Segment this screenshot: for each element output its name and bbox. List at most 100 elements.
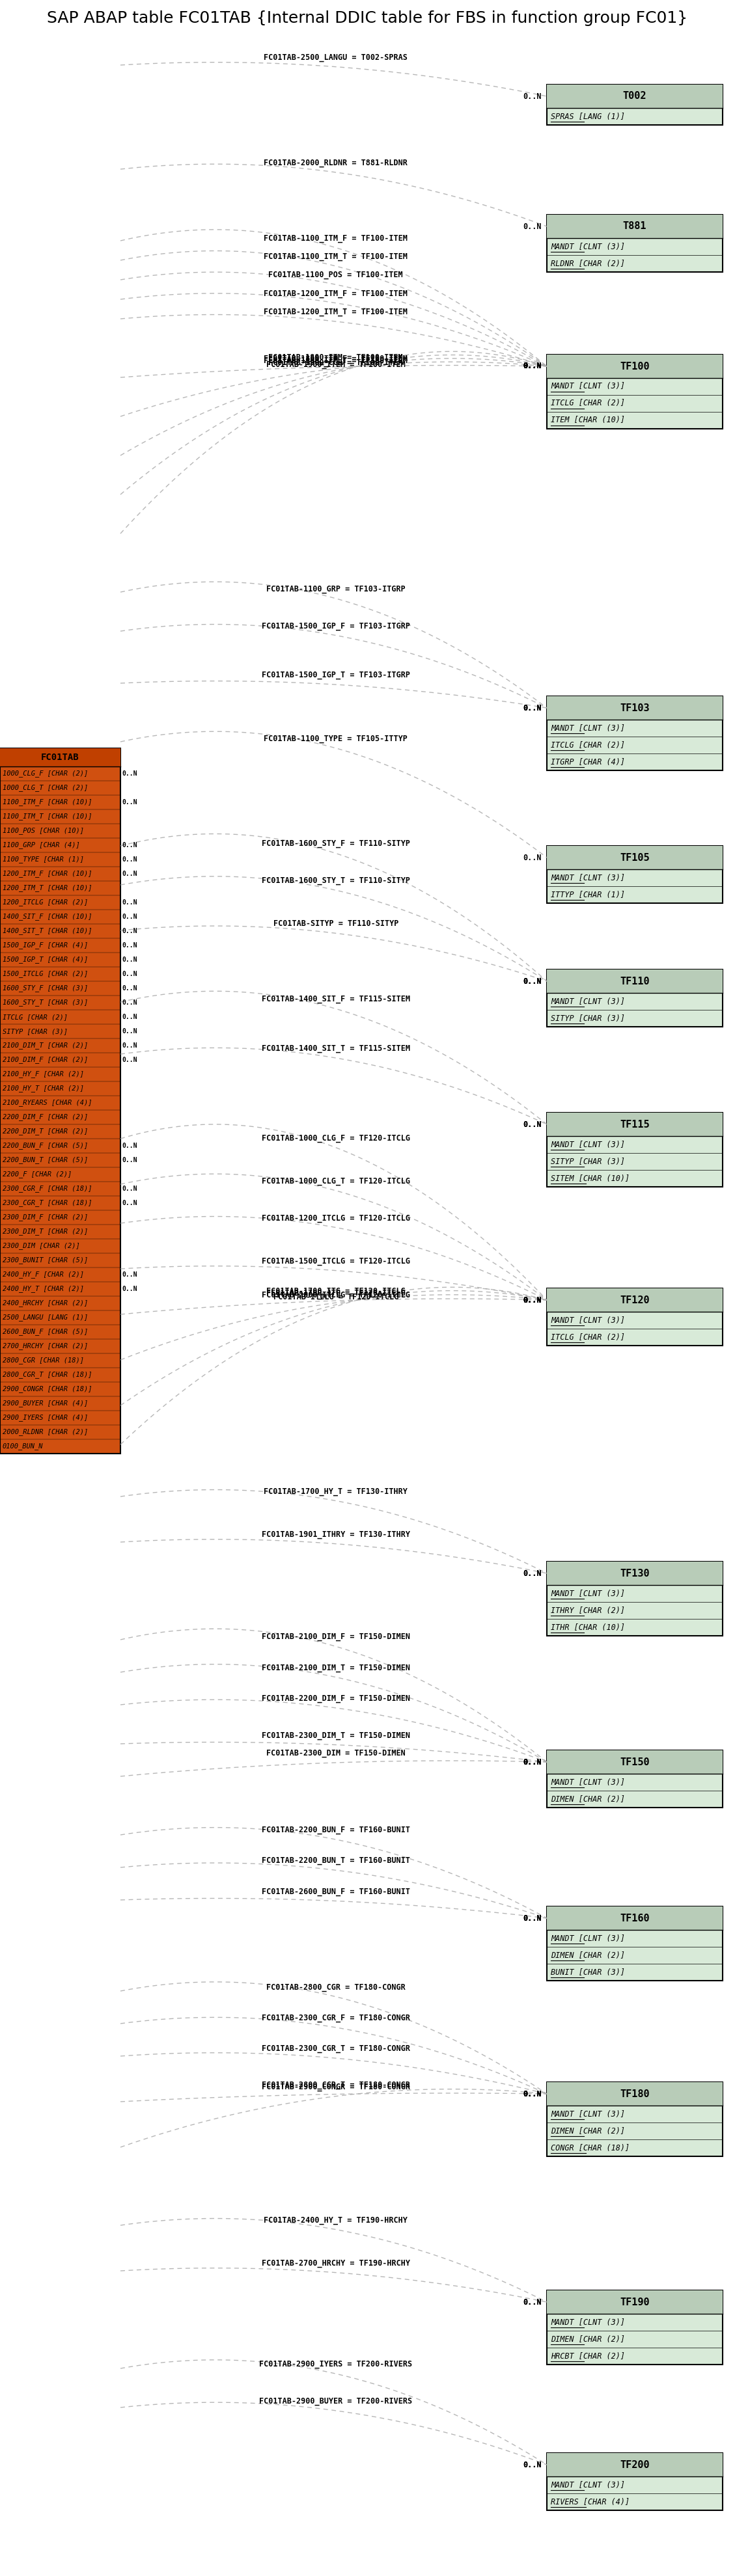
Text: 0..N: 0..N bbox=[122, 1043, 137, 1048]
Text: 0..N: 0..N bbox=[122, 1185, 137, 1193]
Text: FC01TAB-1000_CLG_F = TF120-ITCLG: FC01TAB-1000_CLG_F = TF120-ITCLG bbox=[262, 1133, 410, 1141]
Text: MANDT [CLNT (3)]: MANDT [CLNT (3)] bbox=[551, 381, 625, 392]
Text: 0100_BUN_N: 0100_BUN_N bbox=[3, 1443, 43, 1450]
Text: 0..N: 0..N bbox=[523, 1569, 542, 1577]
Text: SITYP [CHAR (3)]: SITYP [CHAR (3)] bbox=[551, 1157, 625, 1167]
Text: ITCLG [CHAR (2)]: ITCLG [CHAR (2)] bbox=[3, 1015, 68, 1020]
Text: 0..N: 0..N bbox=[523, 363, 542, 371]
Text: FC01TAB-2100_DIM_F = TF150-DIMEN: FC01TAB-2100_DIM_F = TF150-DIMEN bbox=[262, 1633, 410, 1641]
Text: 0..N: 0..N bbox=[523, 363, 542, 371]
Text: 0..N: 0..N bbox=[523, 2298, 542, 2306]
Bar bbox=[547, 696, 723, 770]
Text: 0..N: 0..N bbox=[523, 2089, 542, 2097]
Text: FC01TAB-1700_ITG = TF120-ITCLG: FC01TAB-1700_ITG = TF120-ITCLG bbox=[266, 1288, 406, 1296]
Text: 0..N: 0..N bbox=[122, 799, 137, 806]
Text: FC01TAB-1400_SIT_F = TF115-SITEM: FC01TAB-1400_SIT_F = TF115-SITEM bbox=[262, 994, 410, 1005]
Text: 2100_HY_T [CHAR (2)]: 2100_HY_T [CHAR (2)] bbox=[3, 1084, 84, 1092]
Text: 0..N: 0..N bbox=[523, 1296, 542, 1303]
Text: 1500_IGP_T [CHAR (4)]: 1500_IGP_T [CHAR (4)] bbox=[3, 956, 88, 963]
Text: ITHR [CHAR (10)]: ITHR [CHAR (10)] bbox=[551, 1623, 625, 1631]
Text: FC01TAB-1800_ITM_T = TF100-ITEM: FC01TAB-1800_ITM_T = TF100-ITEM bbox=[264, 355, 408, 366]
Text: 0..N: 0..N bbox=[122, 1157, 137, 1164]
Text: 2400_HY_T [CHAR (2)]: 2400_HY_T [CHAR (2)] bbox=[3, 1285, 84, 1293]
Text: 0..N: 0..N bbox=[523, 222, 542, 232]
Text: 0..N: 0..N bbox=[523, 2460, 542, 2468]
Text: 0..N: 0..N bbox=[523, 1757, 542, 1767]
Text: ITCLG [CHAR (2)]: ITCLG [CHAR (2)] bbox=[551, 1332, 625, 1342]
Text: FC01TAB-1500_ITCLG = TF120-ITCLG: FC01TAB-1500_ITCLG = TF120-ITCLG bbox=[262, 1257, 410, 1265]
Text: FC01TAB-2700_HRCHY = TF190-HRCHY: FC01TAB-2700_HRCHY = TF190-HRCHY bbox=[262, 2259, 410, 2267]
Text: 2300_DIM_T [CHAR (2)]: 2300_DIM_T [CHAR (2)] bbox=[3, 1229, 88, 1236]
Text: 2300_CGR_T [CHAR (18)]: 2300_CGR_T [CHAR (18)] bbox=[3, 1200, 92, 1206]
Text: FC01TAB-2300_CGR_F = TF180-CONGR: FC01TAB-2300_CGR_F = TF180-CONGR bbox=[262, 2014, 410, 2022]
Text: 0..N: 0..N bbox=[523, 1914, 542, 1922]
Text: 0..N: 0..N bbox=[122, 943, 137, 948]
Text: 2800_CGR [CHAR (18)]: 2800_CGR [CHAR (18)] bbox=[3, 1358, 84, 1365]
Text: SITEM [CHAR (10)]: SITEM [CHAR (10)] bbox=[551, 1175, 630, 1182]
Text: TF100: TF100 bbox=[620, 361, 650, 371]
Text: 1500_IGP_F [CHAR (4)]: 1500_IGP_F [CHAR (4)] bbox=[3, 943, 88, 948]
Text: 2200_BUN_F [CHAR (5)]: 2200_BUN_F [CHAR (5)] bbox=[3, 1141, 88, 1149]
Text: FC01TAB-1600_STY_T = TF110-SITYP: FC01TAB-1600_STY_T = TF110-SITYP bbox=[262, 876, 410, 886]
Text: T002: T002 bbox=[623, 90, 647, 100]
Text: 0..N: 0..N bbox=[523, 1914, 542, 1922]
Text: 0..N: 0..N bbox=[122, 1144, 137, 1149]
Text: MANDT [CLNT (3)]: MANDT [CLNT (3)] bbox=[551, 2110, 625, 2117]
Text: FC01TAB-SITYP = TF110-SITYP: FC01TAB-SITYP = TF110-SITYP bbox=[273, 920, 398, 927]
Text: TF160: TF160 bbox=[620, 1914, 650, 1924]
Text: 0..N: 0..N bbox=[523, 1757, 542, 1767]
Text: 2600_BUN_F [CHAR (5)]: 2600_BUN_F [CHAR (5)] bbox=[3, 1329, 88, 1334]
Text: FC01TAB-1900_CGR = TF100-ITEM: FC01TAB-1900_CGR = TF100-ITEM bbox=[268, 358, 403, 366]
Text: 0..N: 0..N bbox=[122, 914, 137, 920]
Text: FC01TAB-1200_ITM_T = TF100-ITEM: FC01TAB-1200_ITM_T = TF100-ITEM bbox=[264, 307, 408, 317]
Text: 1100_ITM_T [CHAR (10)]: 1100_ITM_T [CHAR (10)] bbox=[3, 814, 92, 819]
Text: ITTYP [CHAR (1)]: ITTYP [CHAR (1)] bbox=[551, 891, 625, 899]
Bar bbox=[547, 1906, 723, 1929]
Text: MANDT [CLNT (3)]: MANDT [CLNT (3)] bbox=[551, 724, 625, 732]
Text: 0..N: 0..N bbox=[122, 899, 137, 907]
Text: 0..N: 0..N bbox=[122, 1285, 137, 1293]
Text: 0..N: 0..N bbox=[523, 1296, 542, 1303]
Bar bbox=[547, 2290, 723, 2313]
Text: FC01TAB-1800_ITM = TF100-ITEM: FC01TAB-1800_ITM = TF100-ITEM bbox=[268, 353, 403, 361]
Text: 1100_POS [CHAR (10)]: 1100_POS [CHAR (10)] bbox=[3, 827, 84, 835]
Text: 0..N: 0..N bbox=[523, 1757, 542, 1767]
Text: FC01TAB-1200_ITCLG = TF120-ITCLG: FC01TAB-1200_ITCLG = TF120-ITCLG bbox=[262, 1213, 410, 1221]
Bar bbox=[547, 1113, 723, 1188]
Text: ITHRY [CHAR (2)]: ITHRY [CHAR (2)] bbox=[551, 1607, 625, 1615]
Text: 2400_HRCHY [CHAR (2)]: 2400_HRCHY [CHAR (2)] bbox=[3, 1301, 88, 1306]
Text: 0..N: 0..N bbox=[523, 2089, 542, 2097]
Text: 1000_CLG_T [CHAR (2)]: 1000_CLG_T [CHAR (2)] bbox=[3, 786, 88, 791]
Text: FC01TAB-2000_RLDNR = T881-RLDNR: FC01TAB-2000_RLDNR = T881-RLDNR bbox=[264, 160, 408, 167]
Text: 1600_STY_F [CHAR (3)]: 1600_STY_F [CHAR (3)] bbox=[3, 984, 88, 992]
Bar bbox=[547, 1288, 723, 1311]
Text: FC01TAB-2800_CGR_T = TF180-CONGR: FC01TAB-2800_CGR_T = TF180-CONGR bbox=[262, 2081, 410, 2089]
Bar bbox=[547, 1906, 723, 1981]
Text: FC01TAB-2500_LANGU = T002-SPRAS: FC01TAB-2500_LANGU = T002-SPRAS bbox=[264, 54, 408, 62]
Text: FC01TAB-2300_DIM = TF150-DIMEN: FC01TAB-2300_DIM = TF150-DIMEN bbox=[266, 1749, 406, 1757]
Text: FC01TAB-1901_ITHRY = TF130-ITHRY: FC01TAB-1901_ITHRY = TF130-ITHRY bbox=[262, 1530, 410, 1538]
Bar bbox=[547, 2452, 723, 2476]
Text: 2900_BUYER [CHAR (4)]: 2900_BUYER [CHAR (4)] bbox=[3, 1399, 88, 1406]
Text: FC01TAB-ITCLG = TF120-ITCLG: FC01TAB-ITCLG = TF120-ITCLG bbox=[273, 1293, 398, 1301]
Text: 0..N: 0..N bbox=[122, 984, 137, 992]
Bar bbox=[547, 2081, 723, 2105]
Text: 0..N: 0..N bbox=[122, 999, 137, 1007]
Bar bbox=[547, 1113, 723, 1136]
Text: 1500_ITCLG [CHAR (2)]: 1500_ITCLG [CHAR (2)] bbox=[3, 971, 88, 979]
Text: FC01TAB-2200_BUN_F = TF160-BUNIT: FC01TAB-2200_BUN_F = TF160-BUNIT bbox=[262, 1826, 410, 1834]
Text: 0..N: 0..N bbox=[523, 2298, 542, 2306]
Text: MANDT [CLNT (3)]: MANDT [CLNT (3)] bbox=[551, 1316, 625, 1324]
Text: 2300_CGR_F [CHAR (18)]: 2300_CGR_F [CHAR (18)] bbox=[3, 1185, 92, 1193]
Bar bbox=[547, 1749, 723, 1808]
Text: 0..N: 0..N bbox=[523, 363, 542, 371]
Text: 1100_GRP [CHAR (4)]: 1100_GRP [CHAR (4)] bbox=[3, 842, 80, 848]
Text: FC01TAB-2600_BUN_F = TF160-BUNIT: FC01TAB-2600_BUN_F = TF160-BUNIT bbox=[262, 1888, 410, 1896]
Text: ITGRP [CHAR (4)]: ITGRP [CHAR (4)] bbox=[551, 757, 625, 765]
Text: ITCLG [CHAR (2)]: ITCLG [CHAR (2)] bbox=[551, 399, 625, 407]
Text: 0..N: 0..N bbox=[523, 703, 542, 711]
Text: 0..N: 0..N bbox=[523, 363, 542, 371]
Text: 2300_DIM_F [CHAR (2)]: 2300_DIM_F [CHAR (2)] bbox=[3, 1213, 88, 1221]
Text: 0..N: 0..N bbox=[122, 842, 137, 848]
Text: 0..N: 0..N bbox=[523, 2089, 542, 2097]
